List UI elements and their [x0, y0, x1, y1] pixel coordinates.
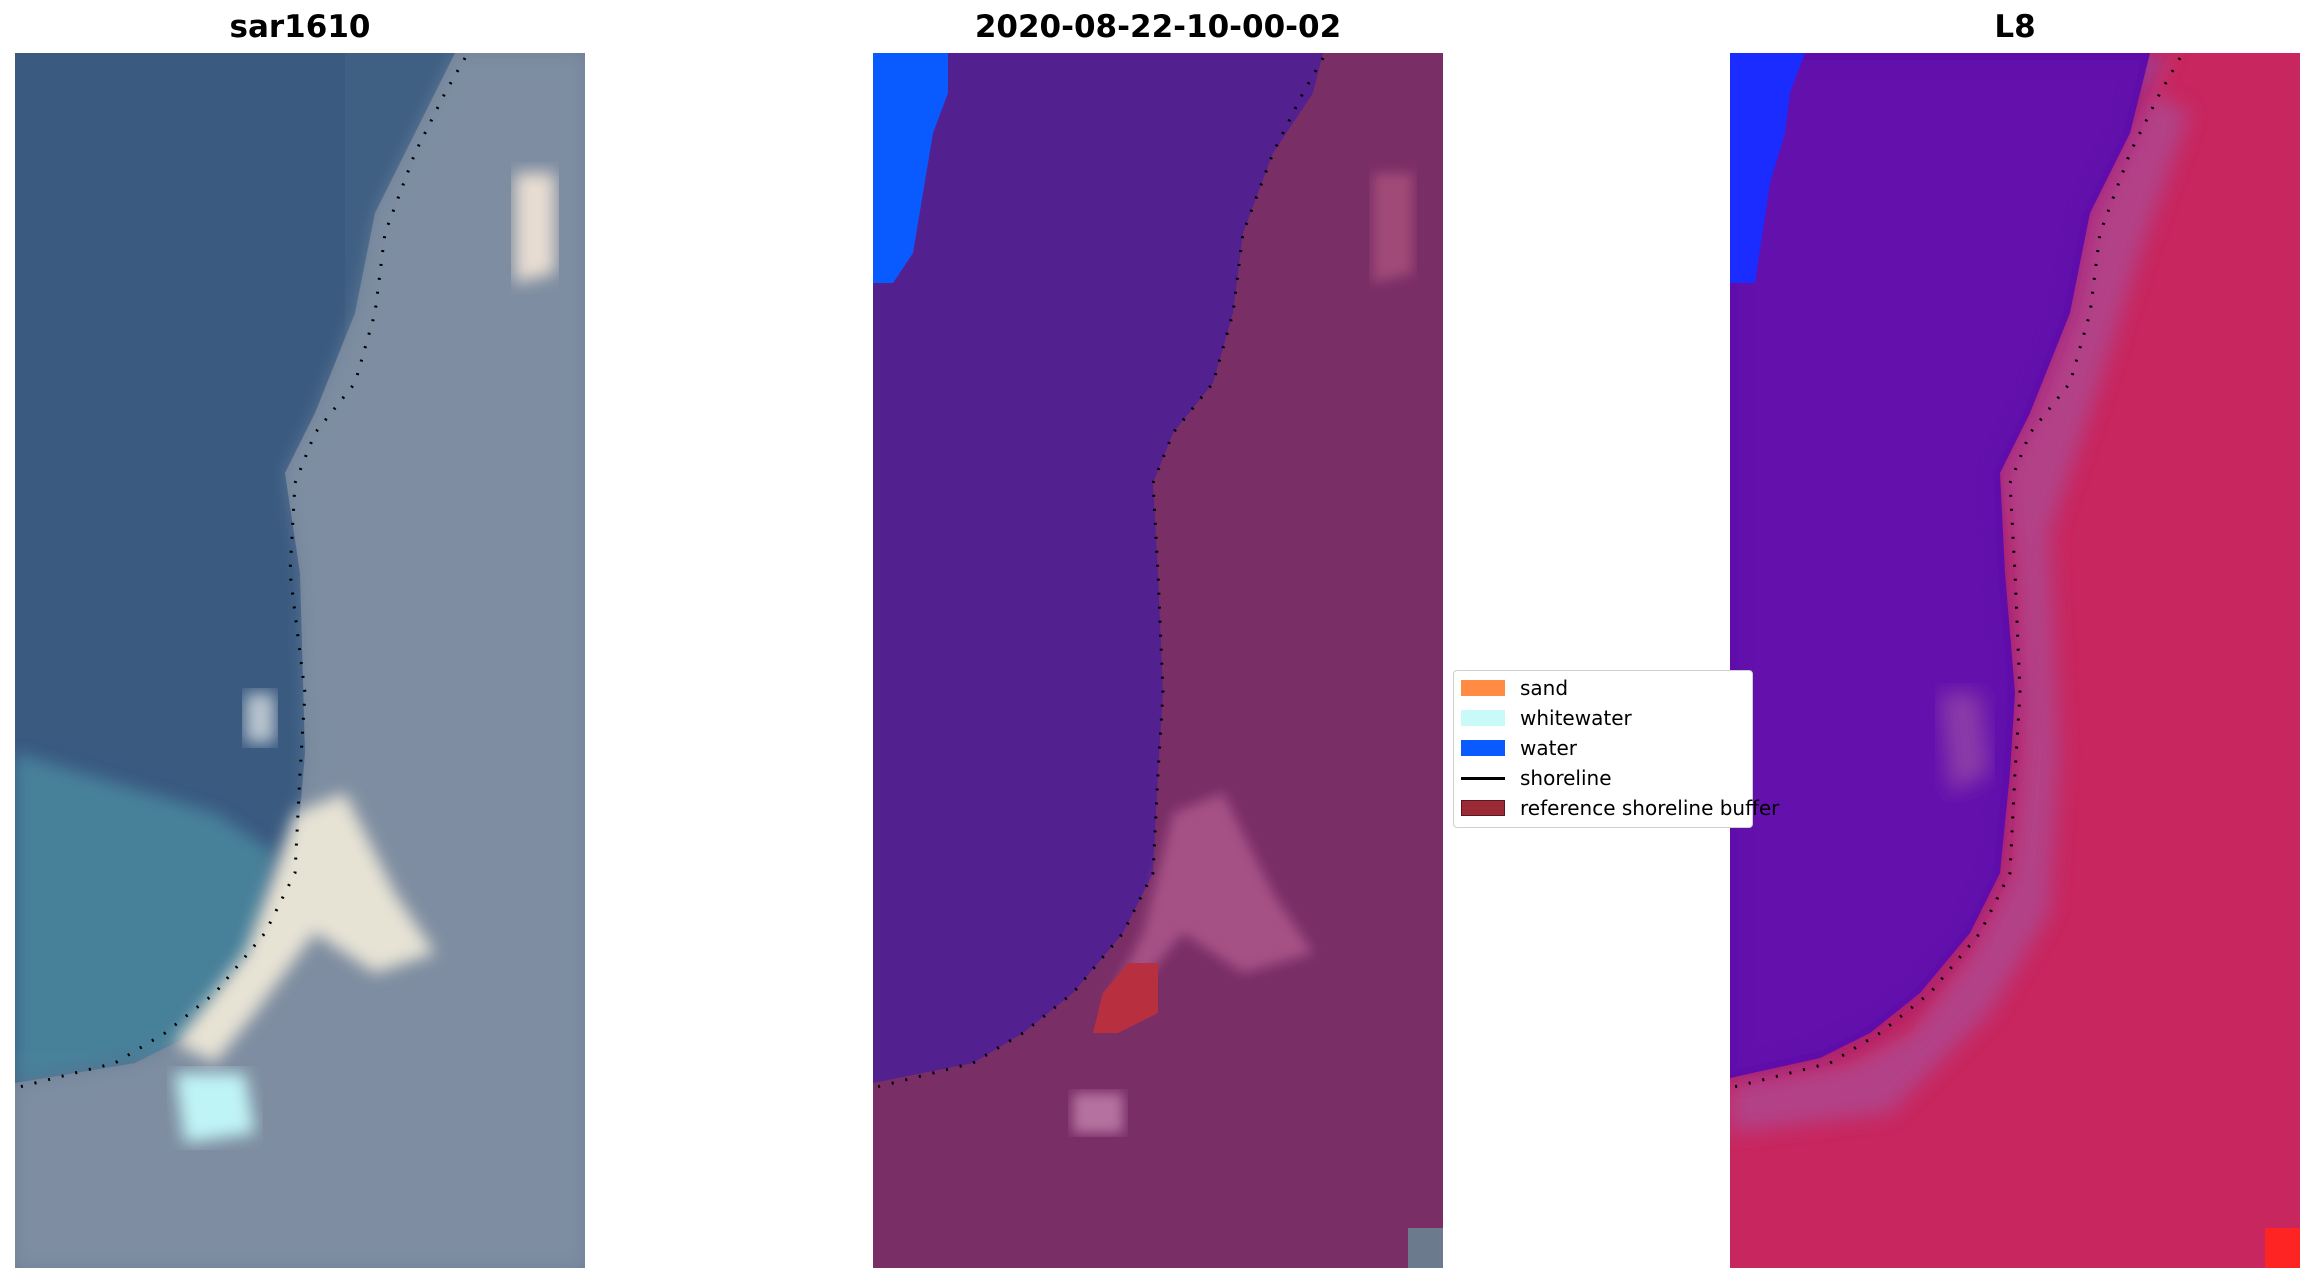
legend: sand whitewater water shoreline referenc…: [1453, 670, 1779, 828]
legend-swatch-reference-shoreline: [1461, 800, 1505, 816]
panel-title-classified: 2020-08-22-10-00-02: [974, 9, 1342, 45]
classified-image-panel: [873, 53, 1443, 1268]
legend-swatch-water: [1461, 740, 1505, 756]
legend-line-shoreline: [1461, 777, 1505, 780]
legend-label-reference-shoreline: reference shoreline buffer: [1520, 796, 1780, 820]
legend-label-sand: sand: [1520, 676, 1569, 700]
panel-title-index: L8: [1994, 9, 2036, 45]
legend-label-whitewater: whitewater: [1520, 706, 1632, 730]
legend-swatch-whitewater: [1461, 710, 1505, 726]
legend-swatch-sand: [1461, 680, 1505, 696]
legend-label-water: water: [1520, 736, 1577, 760]
index-image-panel: [1730, 53, 2300, 1268]
panel-title-rgb: sar1610: [229, 9, 371, 45]
rgb-image-panel: [15, 53, 585, 1268]
legend-label-shoreline: shoreline: [1520, 766, 1612, 790]
